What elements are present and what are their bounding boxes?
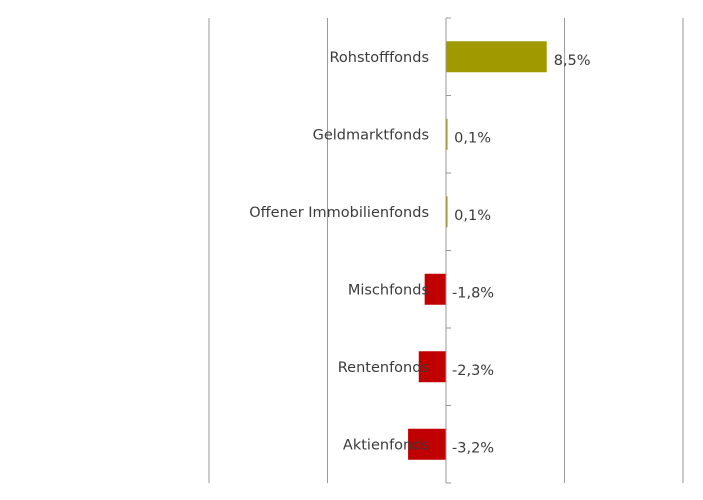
bar [446,41,547,73]
bar [446,196,448,228]
category-label: Mischfonds [348,282,429,298]
data-label: -3,2% [452,440,494,456]
value-labels: 8,5% 0,1% 0,1% -1,8% -2,3% -3,2% [452,53,591,457]
gridlines [208,18,684,483]
bar [418,351,446,383]
category-label: Offener Immobilienfonds [249,205,429,221]
data-label: 0,1% [454,208,491,224]
category-label: Geldmarktfonds [313,127,429,143]
bar [424,273,446,305]
bar [446,118,448,150]
category-labels: Rohstofffonds Geldmarktfonds Offener Immob… [249,50,429,454]
category-label: Rohstofffonds [329,50,429,66]
category-label: Aktienfonds [343,437,429,453]
data-label: 8,5% [554,53,591,69]
bars [408,41,547,460]
data-label: -2,3% [452,363,494,379]
data-label: -1,8% [452,285,494,301]
bar [408,428,446,460]
data-label: 0,1% [454,130,491,146]
category-label: Rentenfonds [338,360,429,376]
zero-axis [445,17,451,484]
